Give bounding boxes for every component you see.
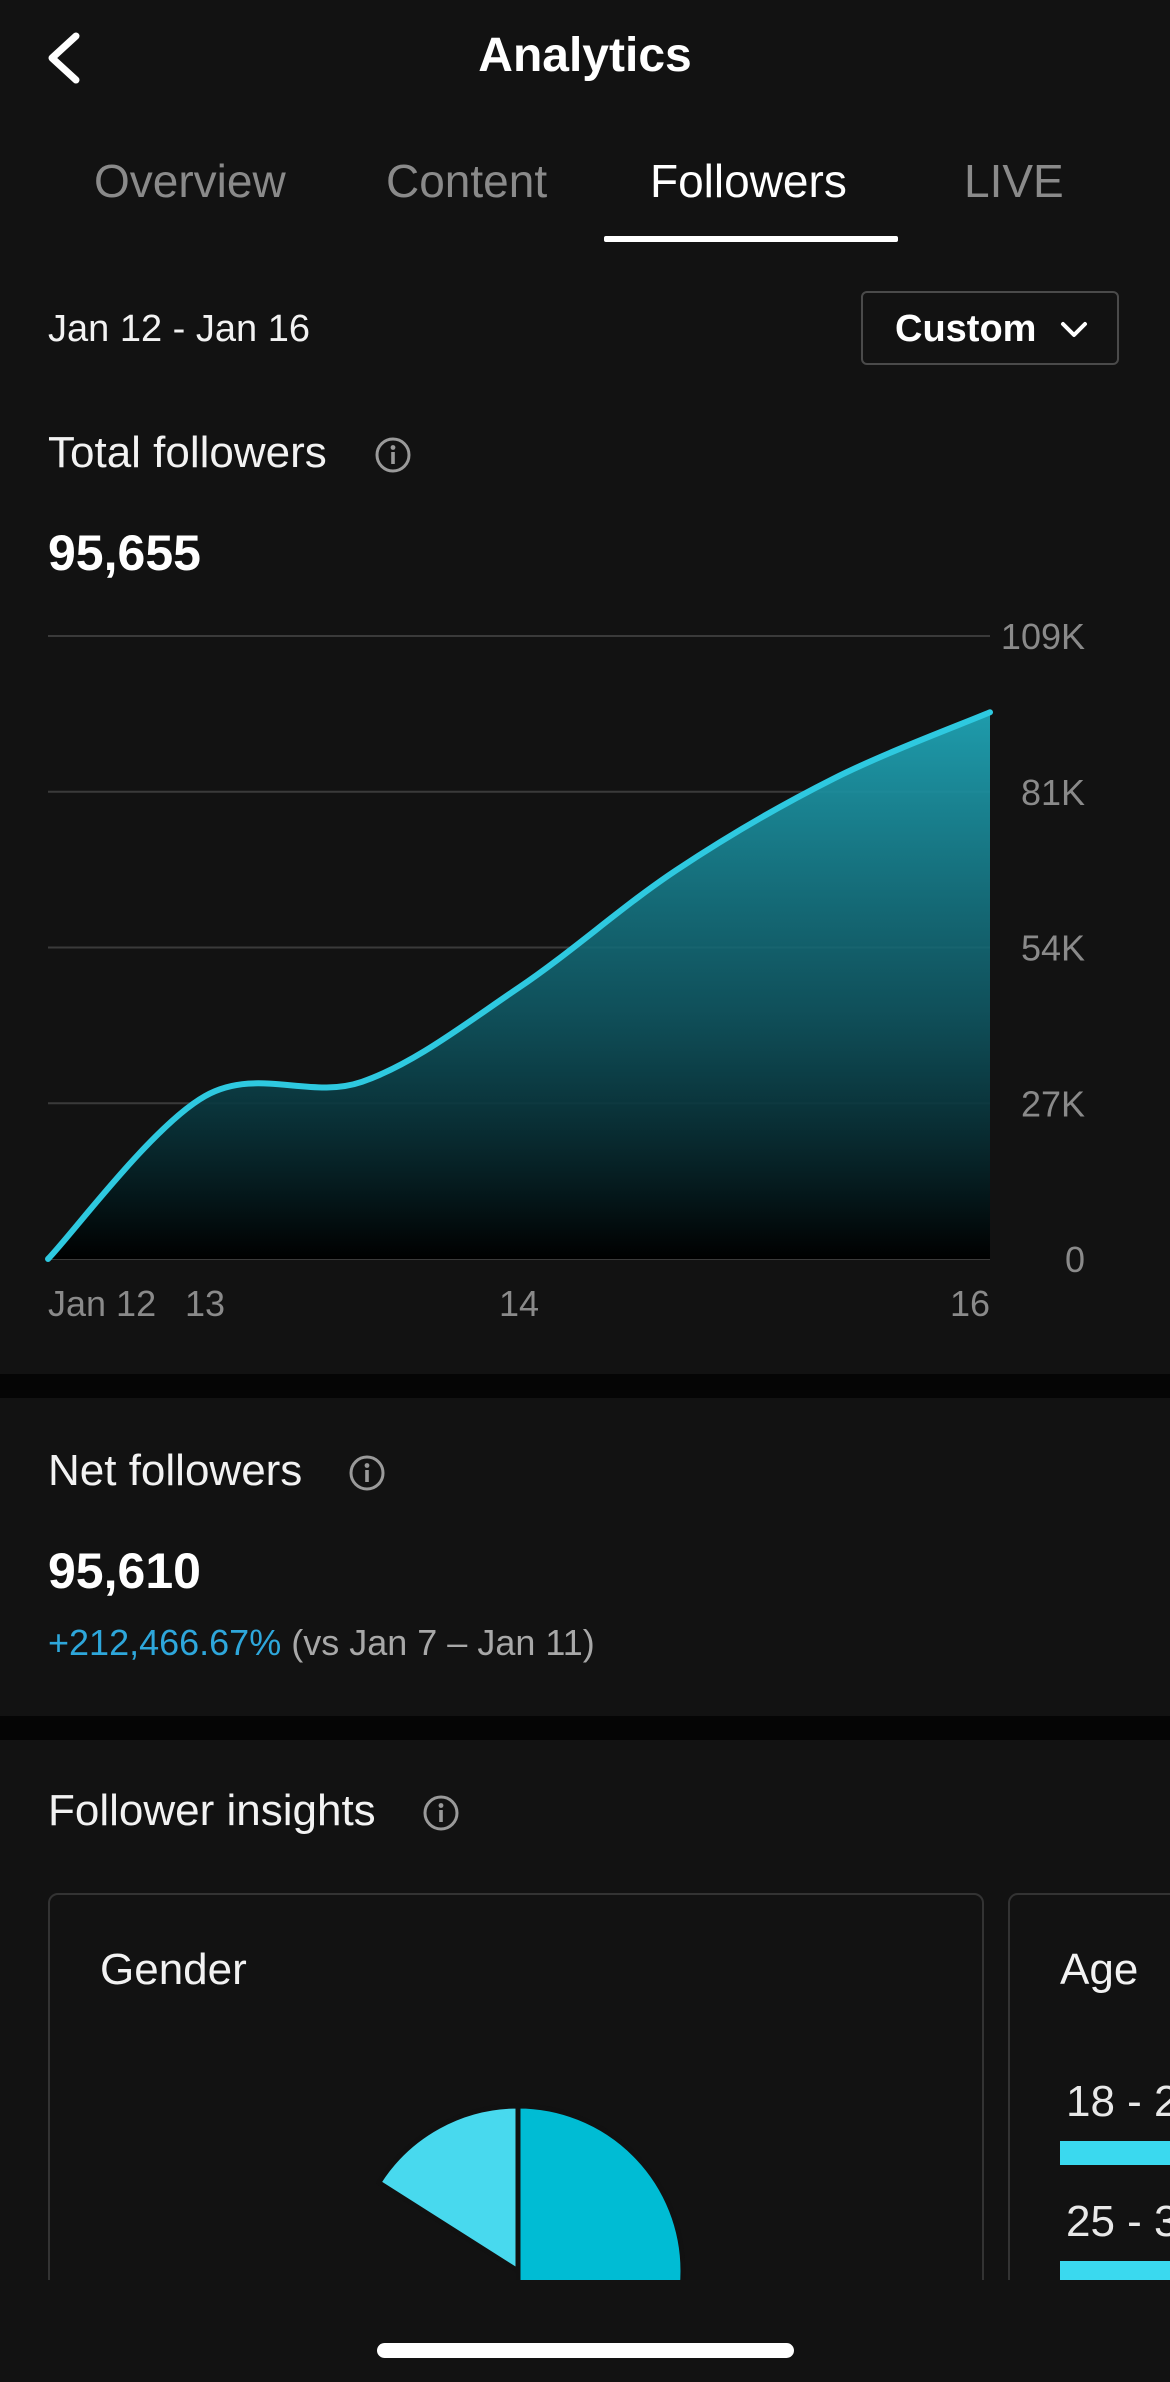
net-followers-value: 95,610	[48, 1543, 201, 1599]
bottom-bar	[0, 2280, 1170, 2382]
tab-live[interactable]: LIVE	[964, 155, 1064, 207]
info-icon[interactable]	[348, 1454, 386, 1492]
total-followers-value: 95,655	[48, 525, 201, 581]
date-range-label: Jan 12 - Jan 16	[48, 308, 310, 350]
net-followers-comparison: (vs Jan 7 – Jan 11)	[291, 1622, 595, 1663]
age-row-label: 18 - 24	[1066, 2077, 1170, 2126]
custom-date-button[interactable]: Custom	[861, 291, 1119, 365]
total-followers-chart: 0 27K 54K 81K 109K Jan 12 13 14 16	[45, 616, 1085, 1324]
age-card[interactable]: Age 18 - 24 25 - 34	[1008, 1893, 1170, 2293]
age-row-bar	[1060, 2141, 1170, 2165]
chart-x-axis: Jan 12 13 14 16	[48, 1283, 990, 1324]
active-tab-indicator	[604, 236, 898, 242]
net-followers-change-percent: +212,466.67%	[48, 1622, 282, 1663]
tab-followers[interactable]: Followers	[650, 155, 847, 207]
custom-date-button-label: Custom	[895, 308, 1037, 350]
chevron-left-icon	[48, 32, 80, 84]
chart-x-tick-label: 14	[499, 1283, 539, 1324]
total-followers-title: Total followers	[48, 428, 327, 477]
tab-content[interactable]: Content	[386, 155, 548, 207]
chart-y-tick-label: 0	[1065, 1239, 1085, 1280]
net-followers-change: +212,466.67% (vs Jan 7 – Jan 11)	[48, 1622, 595, 1664]
chart-x-tick-label: Jan 12	[48, 1283, 156, 1324]
age-row-label: 25 - 34	[1066, 2197, 1170, 2246]
tab-overview[interactable]: Overview	[94, 155, 286, 207]
chart-y-tick-label: 27K	[1021, 1083, 1085, 1124]
info-icon[interactable]	[374, 436, 412, 474]
age-card-title: Age	[1060, 1945, 1139, 1994]
gender-card[interactable]: Gender	[48, 1893, 984, 2293]
back-button[interactable]	[38, 26, 98, 90]
section-divider	[0, 1374, 1170, 1398]
chart-y-tick-label: 54K	[1021, 928, 1085, 969]
gender-card-title: Gender	[100, 1945, 247, 1994]
tab-bar: Overview Content Followers LIVE	[0, 140, 1170, 244]
info-icon[interactable]	[422, 1794, 460, 1832]
chart-y-axis: 0 27K 54K 81K 109K	[1001, 616, 1085, 1280]
home-indicator[interactable]	[377, 2343, 794, 2358]
chevron-down-icon	[1061, 322, 1087, 337]
page-title: Analytics	[478, 29, 692, 82]
pie-slice-1	[376, 2103, 521, 2274]
chart-x-tick-label: 13	[185, 1283, 225, 1324]
net-followers-title: Net followers	[48, 1446, 303, 1495]
chart-y-tick-label: 109K	[1001, 616, 1085, 657]
follower-insights-title: Follower insights	[48, 1786, 376, 1835]
chart-series-line	[45, 709, 993, 1262]
pie-slice-0	[515, 2103, 686, 2291]
chart-area-fill	[48, 712, 990, 1259]
chart-x-tick-label: 16	[950, 1283, 990, 1324]
chart-y-tick-label: 81K	[1021, 772, 1085, 813]
header: Analytics	[0, 0, 1170, 120]
gender-pie-chart	[376, 2103, 686, 2291]
section-divider	[0, 1716, 1170, 1740]
